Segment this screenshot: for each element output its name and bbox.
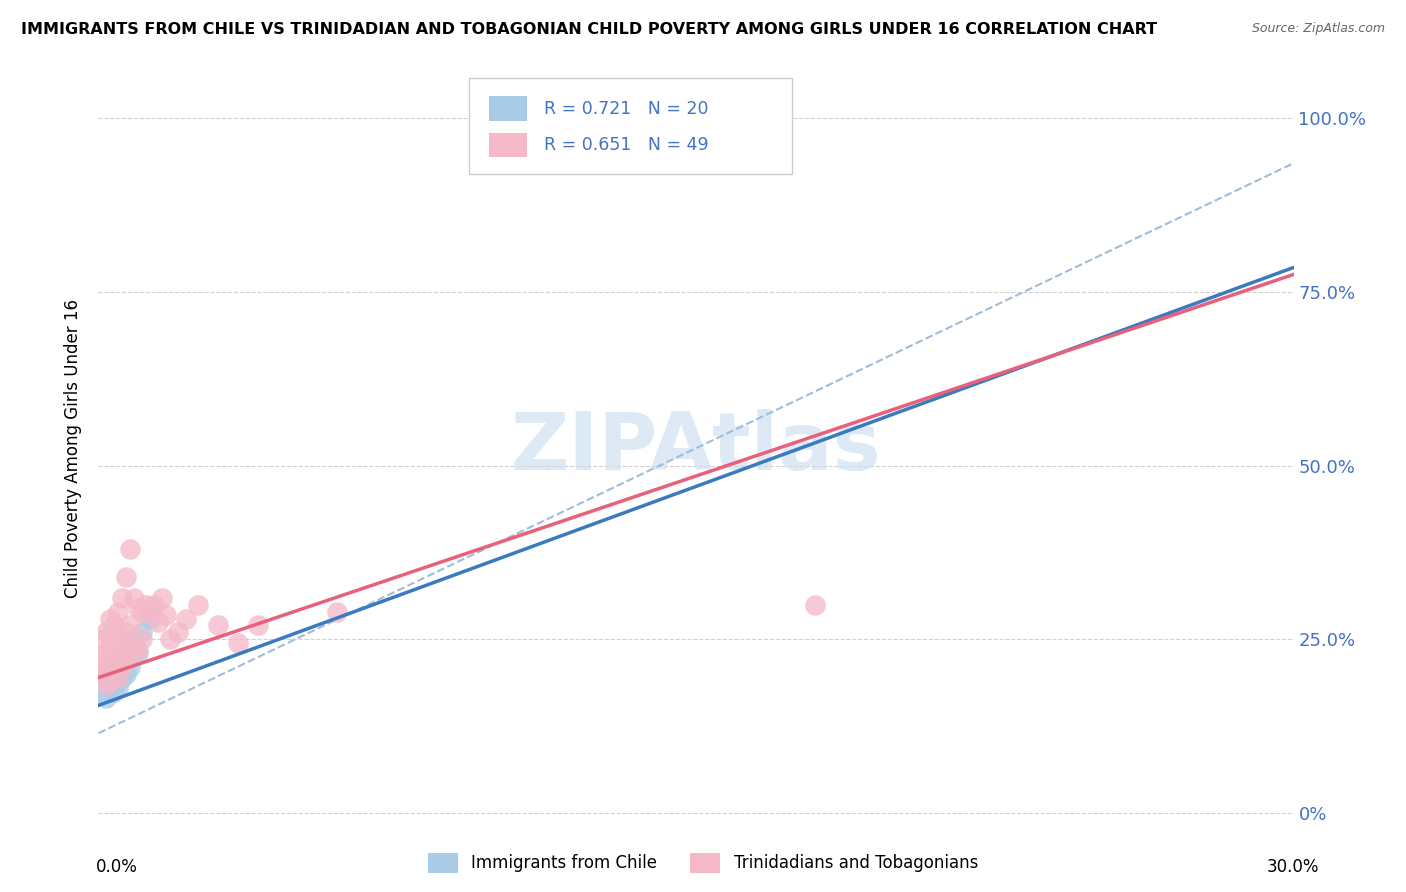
Point [107,671,129,685]
Point [96,671,118,685]
Point [115,667,138,681]
Point [111,671,134,685]
FancyBboxPatch shape [489,133,527,157]
Point [143,598,166,612]
Point [120,660,142,674]
Point [91,632,114,647]
Point [115,653,138,667]
Point [107,605,129,619]
Point [127,646,149,660]
Text: 0.0%: 0.0% [96,858,138,876]
Point [98,667,122,681]
Text: 30.0%: 30.0% [1267,858,1319,876]
Legend: Immigrants from Chile, Trinidadians and Tobagonians: Immigrants from Chile, Trinidadians and … [422,847,984,880]
Point [246,618,269,632]
Point [98,640,122,654]
Point [124,640,146,654]
Text: Source: ZipAtlas.com: Source: ZipAtlas.com [1251,22,1385,36]
Point [148,615,170,629]
Point [120,618,142,632]
Point [804,598,827,612]
Point [107,657,129,671]
Point [139,611,162,625]
Point [103,667,125,681]
Point [96,646,118,660]
Point [111,591,134,605]
Point [155,608,177,623]
Point [226,636,249,650]
Point [96,625,118,640]
Point [98,677,122,691]
Point [91,684,114,698]
Point [98,611,122,625]
Point [207,618,229,632]
Point [103,684,125,698]
FancyBboxPatch shape [470,78,792,174]
Point [96,691,118,706]
Text: R = 0.651   N = 49: R = 0.651 N = 49 [544,136,709,154]
Point [131,632,153,647]
Point [107,649,129,664]
Point [139,605,162,619]
Point [127,601,149,615]
Point [120,646,142,660]
Point [103,660,125,674]
Y-axis label: Child Poverty Among Girls Under 16: Child Poverty Among Girls Under 16 [65,299,83,598]
Point [103,642,125,657]
Text: IMMIGRANTS FROM CHILE VS TRINIDADIAN AND TOBAGONIAN CHILD POVERTY AMONG GIRLS UN: IMMIGRANTS FROM CHILE VS TRINIDADIAN AND… [21,22,1157,37]
Point [98,657,122,671]
Point [187,598,209,612]
Point [135,598,157,612]
Point [150,591,173,605]
Point [107,632,129,647]
Point [127,642,149,657]
Point [115,625,138,640]
Point [91,653,114,667]
Point [91,667,114,681]
Point [174,611,197,625]
Point [124,591,146,605]
Point [115,570,138,584]
Point [115,653,138,667]
FancyBboxPatch shape [489,96,527,121]
Point [98,674,122,689]
Point [103,618,125,632]
Point [107,681,129,695]
Point [120,541,142,556]
Text: R = 0.721   N = 20: R = 0.721 N = 20 [544,100,709,118]
Point [96,677,118,691]
Point [96,660,118,674]
Point [111,660,134,674]
Point [107,667,129,681]
Point [167,625,190,640]
Point [131,625,153,640]
Point [111,660,134,674]
Point [124,636,146,650]
Point [131,605,153,619]
Point [103,674,125,689]
Text: ZIPAtlas: ZIPAtlas [510,409,882,487]
Point [326,605,349,619]
Point [111,636,134,650]
Point [159,632,181,647]
